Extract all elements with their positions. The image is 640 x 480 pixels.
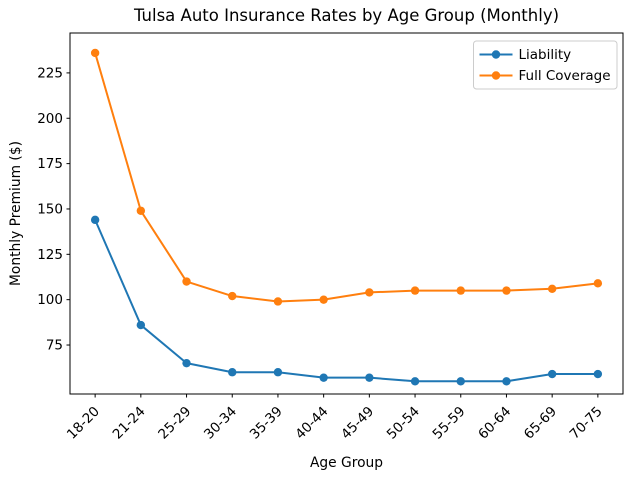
y-tick-label: 100	[37, 292, 63, 308]
y-axis-label: Monthly Premium ($)	[8, 141, 24, 286]
legend-marker-full-coverage	[491, 71, 501, 80]
data-point-full-coverage	[410, 286, 420, 295]
x-tick-label: 30-34	[201, 404, 240, 443]
data-point-full-coverage	[502, 286, 511, 295]
data-point-liability	[90, 215, 100, 225]
x-tick-label: 18-20	[64, 404, 103, 443]
data-point-full-coverage	[136, 206, 146, 215]
x-tick-label: 50-54	[384, 404, 423, 443]
series-line-liability	[94, 219, 598, 383]
x-tick-label: 45-49	[338, 404, 377, 443]
data-point-liability	[456, 377, 465, 386]
chart-title: Tulsa Auto Insurance Rates by Age Group …	[133, 6, 559, 25]
y-tick-label: 175	[37, 156, 63, 172]
x-tick-label: 65-69	[521, 404, 560, 443]
data-point-liability	[319, 373, 328, 382]
data-point-full-coverage	[228, 291, 237, 301]
data-point-liability	[228, 368, 237, 377]
data-point-liability	[410, 377, 420, 386]
data-point-liability	[593, 369, 603, 379]
series-line-full-coverage	[94, 52, 598, 303]
legend-box	[473, 40, 618, 90]
legend-marker-liability	[491, 50, 501, 59]
data-point-full-coverage	[365, 288, 374, 297]
plot-area: 75 100 125 150 175 200 225 18-20 21-24 25-29 30-34…	[37, 32, 624, 443]
y-tick-label: 125	[37, 247, 63, 263]
data-point-full-coverage	[593, 279, 603, 288]
data-point-full-coverage	[90, 48, 100, 58]
data-point-full-coverage	[273, 297, 283, 306]
data-point-liability	[502, 377, 511, 386]
x-tick-label: 70-75	[567, 404, 606, 443]
y-tick-label: 75	[46, 338, 63, 354]
legend-label-liability: Liability	[519, 47, 572, 63]
plot-frame	[69, 32, 624, 395]
x-axis-label: Age Group	[310, 455, 383, 471]
y-tick-label: 225	[37, 65, 63, 81]
x-tick-label: 55-59	[430, 404, 469, 443]
legend-label-full-coverage: Full Coverage	[519, 68, 611, 84]
data-point-liability	[136, 320, 146, 330]
x-tick-label: 25-29	[155, 404, 194, 443]
data-point-full-coverage	[182, 277, 191, 286]
data-point-liability	[365, 373, 374, 382]
data-point-full-coverage	[456, 286, 465, 295]
y-tick-label: 150	[37, 201, 63, 217]
data-point-liability	[547, 369, 557, 379]
x-tick-label: 60-64	[475, 404, 514, 443]
data-point-full-coverage	[319, 295, 328, 304]
data-point-liability	[182, 358, 191, 368]
y-tick-label: 200	[37, 111, 63, 127]
data-point-liability	[273, 368, 283, 377]
data-point-full-coverage	[547, 284, 557, 293]
x-tick-label: 40-44	[292, 404, 331, 443]
x-tick-label: 21-24	[110, 404, 149, 443]
x-tick-label: 35-39	[247, 404, 286, 443]
